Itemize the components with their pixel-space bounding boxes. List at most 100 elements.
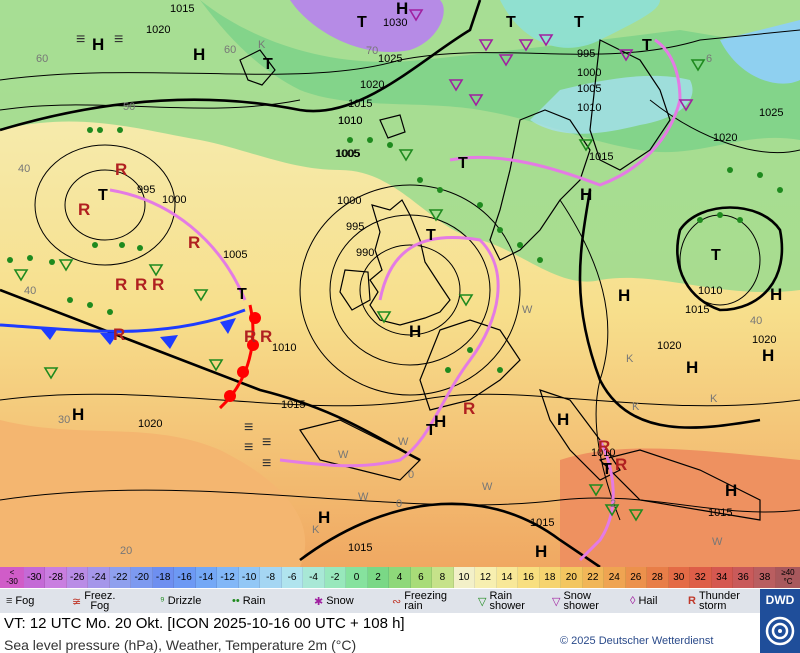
pressure-label: 990 [356,247,374,259]
scale-cell: -28 [45,567,67,588]
legend-label: Hail [638,595,658,607]
dwd-swirl-icon [765,616,795,646]
isotherm-label: K [258,39,266,51]
scale-cell: 34 [711,567,733,588]
warm-atlantic [0,420,306,567]
scale-high-top: ≥40 [781,568,795,577]
high-centre: H [580,185,592,204]
pressure-label: 1020 [713,132,737,144]
scale-cell: -24 [88,567,110,588]
svg-text:≡: ≡ [244,439,253,456]
svg-text:≡: ≡ [262,434,271,451]
scale-cell: 10 [453,567,476,588]
scale-cell: 24 [604,567,626,588]
high-centre: H [535,542,547,561]
trough-marker: T [263,56,273,73]
scale-cell: 28 [647,567,669,588]
legend-rain: •• Rain [232,589,265,613]
hail-icon: ◊ [630,595,636,607]
pressure-label: 1005 [577,83,601,95]
pressure-label: 1010 [577,102,601,114]
pressure-label: 1020 [146,24,170,36]
dwd-logo-text: DWD [765,593,795,607]
pressure-label: 1010 [591,447,615,459]
scale-low-bottom: -30 [6,577,18,586]
pressure-label: 1025 [378,53,402,65]
svg-text:≡: ≡ [76,31,85,48]
high-centre: H [193,45,205,64]
warm-south-east [560,448,800,567]
legend-drizzle: ⁹ Drizzle [160,589,201,613]
isotherm-label: W [712,536,723,548]
chart-footer: VT: 12 UTC Mo. 20 Okt. [ICON 2025-10-16 … [0,613,760,653]
high-centre: H [618,286,630,305]
isotherm-label: 0 [408,469,414,481]
legend-rain-shower: ▽ Rain shower [478,589,525,613]
scale-cell: -10 [238,567,261,588]
legend-label: Thunder storm [698,590,740,612]
scale-cells: -30 -28 -26 -24 -22 -20 -18 -16 -14 -12 -10 -8 -6 -4-… [24,567,776,588]
scale-cell: -20 [131,567,153,588]
pressure-label: 1015 [708,507,732,519]
svg-text:R: R [113,325,125,344]
isotherm-labels: 60 60 50 40 40 40 30 20 0 0 2 6 70 K K K… [18,39,762,557]
rain-shower-icon: ▽ [478,595,487,608]
high-centre: H [557,410,569,429]
high-centre: H [686,358,698,377]
copyright-notice: © 2025 Deutscher Wetterdienst [560,635,714,647]
scale-cell: -22 [109,567,132,588]
main-isobars [0,0,784,567]
isotherm-label: 40 [24,285,36,297]
high-centre: H [725,481,737,500]
scale-cell: -2 [324,567,347,588]
snow-icon: ✱ [314,595,324,608]
snow-shower-icon: ▽ [552,595,561,608]
pressure-label: 1020 [657,340,681,352]
scale-cell: 0 [346,567,368,588]
isotherm-label: 60 [224,44,236,56]
trough-marker: T [237,286,247,303]
scale-cell: -18 [152,567,175,588]
high-centre: H [762,346,774,365]
pressure-label: 1015 [348,542,372,554]
isotherm-label: K [626,353,634,365]
isotherm-label: 70 [366,45,378,57]
pressure-labels: 1015 1020 1030 1025 1020 1015 1010 1005 … [137,3,783,554]
legend-thunderstorm: R Thunder storm [688,589,740,613]
svg-text:≡: ≡ [244,419,253,436]
scale-cell: 20 [561,567,583,588]
scale-cell: 14 [496,567,519,588]
legend-fog: ≡ Fog [6,589,34,613]
scale-cell: 2 [367,567,390,588]
scale-cell: 38 [754,567,776,588]
scandinavia-cool [530,75,693,134]
trough-marker: T [426,422,436,439]
pressure-label: 1020 [752,334,776,346]
scale-cell: 16 [518,567,540,588]
fog-icon: ≡ [6,595,13,607]
isotherm-label: 40 [18,163,30,175]
occluded-fronts [109,38,682,562]
scale-high-bottom: °C [783,577,793,586]
scale-cell: 36 [732,567,755,588]
high-centre: H [434,412,446,431]
pressure-label: 1015 [530,517,554,529]
scale-low-top: < [9,568,15,577]
scale-low-edge: < -30 [0,567,24,588]
isotherm-label: K [632,401,640,413]
trough-marker: T [711,247,721,264]
scale-cell: 6 [410,567,433,588]
scale-high-edge: ≥40 °C [776,567,800,588]
freezing-rain-icon: ∾ [392,595,402,608]
chart-description: Sea level pressure (hPa), Weather, Tempe… [4,637,357,653]
pressure-label: 1000 [162,194,186,206]
weather-legend: ≡ Fog ≆ Freez. Fog ⁹ Drizzle •• Rain ✱ S… [0,589,800,613]
legend-label: Snow [326,595,354,607]
isotherm-label: 50 [123,101,135,113]
isotherm-label: W [398,436,409,448]
svg-text:R: R [115,160,127,179]
high-centre: H [72,405,84,424]
pressure-label: 1015 [589,151,613,163]
svg-text:R: R [244,327,256,346]
